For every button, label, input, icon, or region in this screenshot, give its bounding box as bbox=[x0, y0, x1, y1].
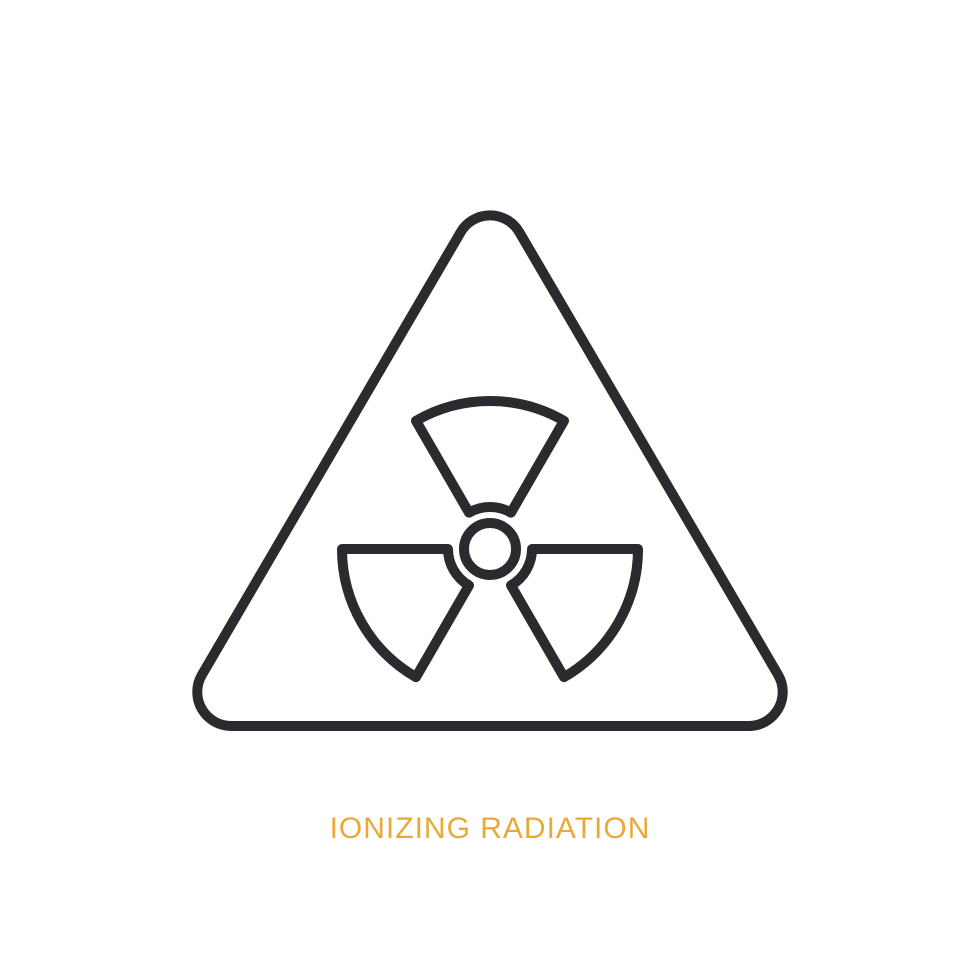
radiation-warning-triangle-icon bbox=[130, 134, 850, 774]
caption-label: IONIZING RADIATION bbox=[330, 812, 651, 846]
ionizing-radiation-infographic: IONIZING RADIATION bbox=[130, 134, 850, 846]
